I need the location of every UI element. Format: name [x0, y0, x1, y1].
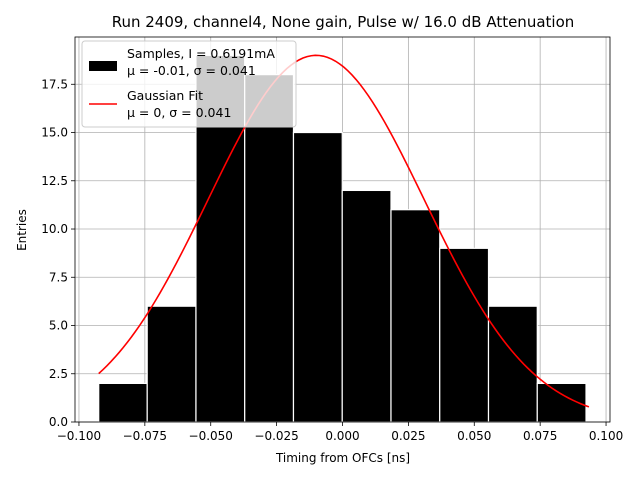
legend: Samples, I = 0.6191mA μ = -0.01, σ = 0.0…: [81, 40, 297, 128]
gaussian-fit-curve: [98, 54, 590, 408]
legend-histogram-label-line2: μ = -0.01, σ = 0.041: [127, 63, 256, 78]
x-axis-label: Timing from OFCs [ns]: [275, 451, 410, 465]
legend-fit-label-line2: μ = 0, σ = 0.041: [127, 105, 231, 120]
legend-fit-label-line1: Gaussian Fit: [127, 88, 203, 103]
x-tick-label: 0.050: [457, 429, 491, 443]
histogram-bar: [390, 209, 441, 423]
ticks-layer: −0.100 −0.075 −0.050 −0.025 0.000 0.025 0.050 0…: [41, 77, 623, 443]
x-tick-label: 0.025: [391, 429, 425, 443]
histogram-bar: [341, 189, 392, 423]
chart-title: Run 2409, channel4, None gain, Pulse w/ …: [112, 13, 575, 31]
histogram-bar: [487, 305, 538, 423]
histogram-bar: [292, 131, 343, 423]
x-tick-label: −0.100: [57, 429, 101, 443]
y-tick-label: 2.5: [49, 367, 68, 381]
y-tick-label: 12.5: [41, 174, 68, 188]
y-tick-label: 0.0: [49, 415, 68, 429]
histogram-bar: [98, 382, 148, 423]
y-tick-label: 15.0: [41, 126, 68, 140]
histogram-bars: [98, 54, 587, 423]
x-tick-label: 0.075: [523, 429, 557, 443]
legend-histogram-label-line1: Samples, I = 0.6191mA: [127, 46, 275, 61]
x-tick-label: −0.025: [254, 429, 298, 443]
y-axis-label: Entries: [15, 209, 29, 251]
y-tick-label: 10.0: [41, 222, 68, 236]
gaussian-fit-layer: [98, 54, 590, 408]
x-tick-label: 0.100: [589, 429, 623, 443]
y-tick-label: 7.5: [49, 270, 68, 284]
x-tick-label: −0.050: [189, 429, 233, 443]
x-tick-label: −0.075: [123, 429, 167, 443]
y-tick-label: 5.0: [49, 319, 68, 333]
legend-frame: [81, 40, 297, 128]
histogram-bar: [146, 305, 197, 423]
histogram-bar: [439, 247, 490, 423]
legend-histogram-swatch: [89, 61, 117, 71]
y-tick-label: 17.5: [41, 77, 68, 91]
x-tick-label: 0.000: [325, 429, 359, 443]
